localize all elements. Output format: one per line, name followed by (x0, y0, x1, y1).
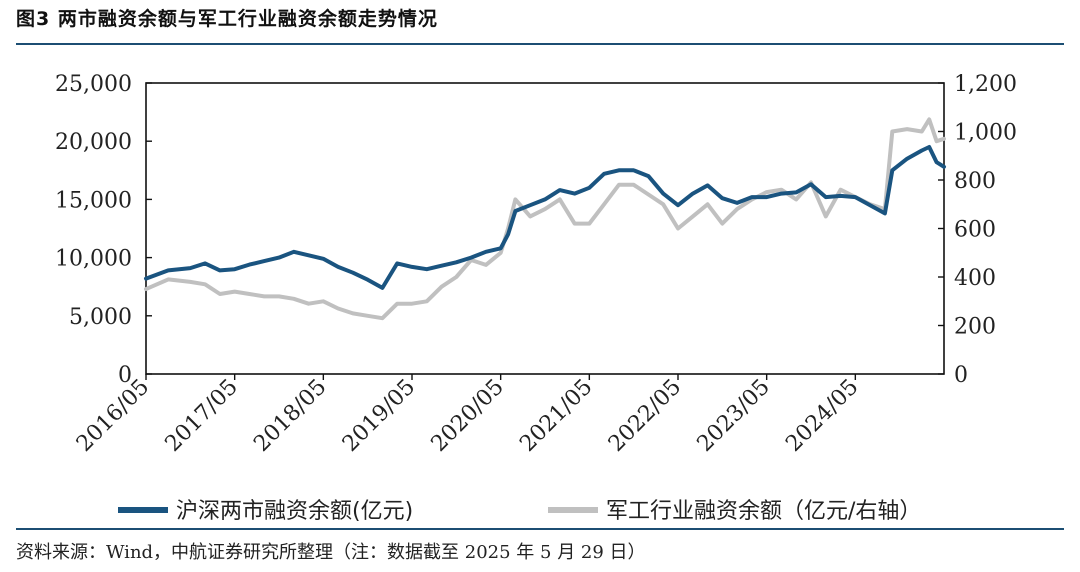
bottom-rule (16, 528, 1064, 530)
right-tick-label: 600 (954, 218, 996, 243)
left-tick-label: 10,000 (55, 247, 132, 272)
x-tick-label: 2023/05 (693, 375, 775, 457)
x-tick-label: 2021/05 (515, 375, 597, 457)
market-margin-line (144, 145, 946, 290)
x-tick-label: 2024/05 (781, 375, 863, 457)
right-tick-label: 1,000 (954, 121, 1017, 146)
right-tick-label: 800 (954, 169, 996, 194)
x-tick-label: 2020/05 (427, 375, 509, 457)
x-tick-label: 2018/05 (249, 375, 331, 457)
left-tick-label: 5,000 (69, 305, 132, 330)
x-tick-label: 2022/05 (604, 375, 686, 457)
military-margin-line (144, 117, 946, 321)
legend-military-label: 军工行业融资余额（亿元/右轴） (606, 499, 921, 524)
left-tick-label: 0 (118, 363, 132, 388)
left-tick-label: 25,000 (55, 72, 132, 97)
chart-svg: 0 5,000 10,000 15,000 20,000 25,000 0 200 400 60… (55, 72, 1017, 524)
top-rule (16, 43, 1064, 45)
plot-frame (145, 82, 945, 375)
right-tick-label: 1,200 (954, 72, 1017, 97)
x-tick-label: 2017/05 (161, 375, 243, 457)
right-tick-label: 0 (954, 363, 968, 388)
source-note: 资料来源：Wind，中航证券研究所整理（注：数据截至 2025 年 5 月 29… (16, 542, 646, 563)
left-tick-label: 15,000 (55, 188, 132, 213)
right-tick-label: 200 (954, 315, 996, 340)
x-tick-label: 2019/05 (338, 375, 420, 457)
legend-market-label: 沪深两市融资余额(亿元) (176, 499, 413, 524)
left-tick-label: 20,000 (55, 130, 132, 155)
right-tick-label: 400 (954, 266, 996, 291)
x-tick-label: 2016/05 (72, 375, 154, 457)
figure-title: 图3 两市融资余额与军工行业融资余额走势情况 (16, 8, 438, 30)
